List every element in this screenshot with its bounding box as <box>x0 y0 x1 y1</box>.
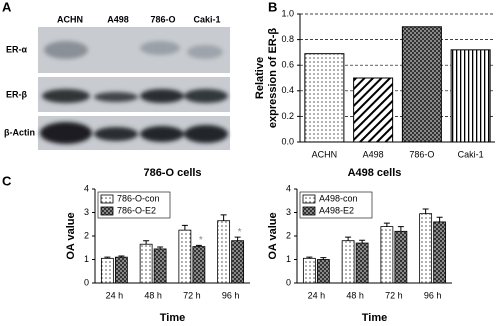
y-tick-label: 4 <box>286 183 291 193</box>
legend-box <box>97 191 171 219</box>
legend-swatch <box>100 194 114 204</box>
y-axis-label: OA value <box>65 212 77 259</box>
bar <box>302 257 316 284</box>
legend-swatch <box>302 206 316 216</box>
error-bar <box>306 256 313 259</box>
error-bar <box>397 226 404 232</box>
significance-mark: * <box>238 227 242 238</box>
panel-label: B <box>268 0 277 14</box>
y-tick-label: 1 <box>84 254 89 264</box>
bar <box>100 257 114 284</box>
x-tick-label: 72 h <box>183 290 201 300</box>
bar <box>316 259 330 284</box>
y-tick-label: 0.8 <box>281 34 294 44</box>
x-axis-label: Time <box>362 312 387 324</box>
bar <box>153 248 167 284</box>
bar <box>394 230 408 284</box>
error-bar <box>195 244 202 247</box>
y-axis-label: Relative <box>254 57 266 99</box>
y-axis-label: OA value <box>267 212 279 259</box>
legend-label: A498-E2 <box>319 205 354 215</box>
x-tick-label: A498 <box>363 149 384 159</box>
x-tick-label: 24 h <box>308 290 326 300</box>
x-tick-label: 96 h <box>222 290 240 300</box>
bar <box>231 240 245 284</box>
bar <box>353 77 394 143</box>
x-tick-label: 48 h <box>144 290 162 300</box>
y-tick-label: 3 <box>84 207 89 217</box>
error-bar <box>320 257 327 260</box>
x-tick-label: 48 h <box>346 290 364 300</box>
x-tick-label: 24 h <box>106 290 124 300</box>
y-axis-label: expression of ER-β <box>267 28 279 129</box>
legend-box <box>299 191 373 219</box>
error-bar <box>181 224 188 231</box>
y-tick-label: 2 <box>84 230 89 240</box>
bar <box>433 221 447 284</box>
bar <box>401 26 442 143</box>
x-tick-label: ACHN <box>312 149 338 159</box>
legend-label: 786-O-con <box>117 193 160 203</box>
y-tick-label: 3 <box>286 207 291 217</box>
bar <box>178 229 192 284</box>
legend-label: A498-con <box>319 193 358 203</box>
y-tick-label: 1 <box>286 254 291 264</box>
legend-swatch <box>100 206 114 216</box>
bar <box>192 246 206 284</box>
blot-column-label: ACHN <box>57 14 83 24</box>
bar <box>355 242 369 284</box>
error-bar <box>345 236 352 241</box>
legend-swatch <box>302 194 316 204</box>
error-bar <box>436 216 443 222</box>
error-bar <box>234 236 241 241</box>
y-tick-label: 0.0 <box>281 136 294 146</box>
blot-row-label: ER-β <box>6 89 27 99</box>
x-tick-label: Caki-1 <box>458 149 484 159</box>
bands <box>40 41 228 144</box>
legend-label: 786-O-E2 <box>117 205 156 215</box>
error-bar <box>118 255 125 258</box>
x-axis-label: Time <box>160 312 185 324</box>
blot-column-label: 786-O <box>150 14 175 24</box>
error-bar <box>157 246 164 249</box>
y-tick-label: 0 <box>84 277 89 287</box>
blot-column-label: Caki-1 <box>193 14 220 24</box>
bar <box>380 226 394 284</box>
bar <box>114 256 128 284</box>
bar <box>304 53 345 143</box>
chart-title: 786-O cells <box>143 167 201 179</box>
y-tick-label: 2 <box>286 230 291 240</box>
y-tick-label: 0 <box>286 277 291 287</box>
bar <box>217 220 231 284</box>
bar <box>450 49 491 143</box>
bar <box>419 213 433 284</box>
y-tick-label: 1.0 <box>281 8 294 18</box>
blot-panel <box>38 27 230 150</box>
error-bar <box>422 208 429 214</box>
bar <box>341 240 355 284</box>
blot-column-label: A498 <box>107 14 129 24</box>
significance-mark: * <box>199 235 203 246</box>
y-tick-label: 0.2 <box>281 111 294 121</box>
error-bar <box>220 214 227 221</box>
chart-title: A498 cells <box>348 167 402 179</box>
x-tick-label: 786-O <box>409 149 434 159</box>
error-bar <box>359 239 366 244</box>
y-tick-label: 0.4 <box>281 85 294 95</box>
error-bar <box>104 256 111 259</box>
bar <box>139 243 153 284</box>
blot-row-label: β-Actin <box>4 127 35 137</box>
blot-row-label: ER-α <box>6 44 27 54</box>
x-tick-label: 96 h <box>424 290 442 300</box>
error-bar <box>383 222 390 227</box>
panel-label: A <box>2 0 12 14</box>
panel-label: C <box>2 173 12 188</box>
y-tick-label: 0.6 <box>281 60 294 70</box>
x-tick-label: 72 h <box>385 290 403 300</box>
y-tick-label: 4 <box>84 183 89 193</box>
error-bar <box>143 240 150 245</box>
